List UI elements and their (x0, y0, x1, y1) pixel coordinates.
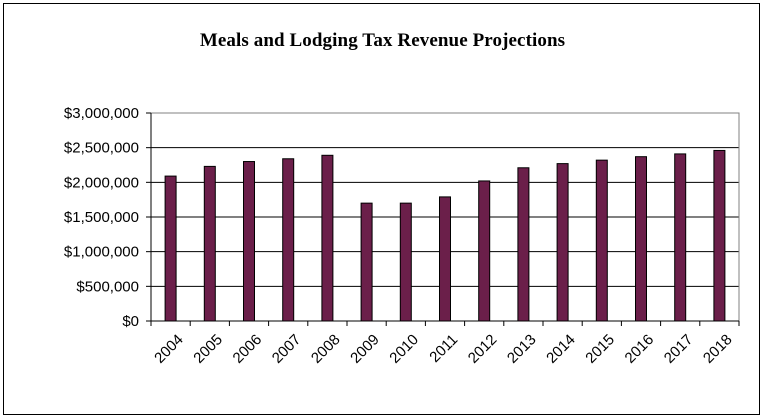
y-tick-label: $1,000,000 (64, 244, 139, 261)
y-tick-label: $1,500,000 (64, 209, 139, 226)
bar-2013 (518, 168, 529, 321)
x-tick-label: 2006 (230, 331, 266, 367)
bar-2007 (283, 159, 294, 321)
bar-2005 (204, 166, 215, 321)
y-tick-label: $2,500,000 (64, 140, 139, 157)
x-tick-label: 2017 (661, 331, 697, 367)
x-tick-label: 2010 (386, 331, 422, 367)
x-tick-label: 2015 (582, 331, 618, 367)
y-tick-label: $0 (122, 313, 139, 330)
bar-2010 (400, 203, 411, 321)
x-tick-label: 2012 (465, 331, 501, 367)
bar-2014 (557, 164, 568, 321)
x-tick-label: 2004 (151, 331, 187, 367)
x-tick-label: 2007 (269, 331, 305, 367)
bar-2006 (244, 162, 255, 321)
bar-2016 (636, 157, 647, 321)
x-tick-label: 2011 (426, 331, 461, 366)
x-tick-label: 2013 (504, 331, 540, 367)
bar-2011 (440, 197, 451, 321)
bar-2008 (322, 155, 333, 321)
bars (165, 150, 725, 321)
bar-chart: $0 $500,000 $1,000,000 $1,500,000 $2,000,000… (0, 0, 765, 420)
bar-2004 (165, 176, 176, 321)
y-tick-labels: $0 $500,000 $1,000,000 $1,500,000 $2,000,000… (64, 105, 139, 330)
bar-2009 (361, 203, 372, 321)
x-tick-label: 2016 (622, 331, 658, 367)
x-tick-label: 2008 (308, 331, 344, 367)
bar-2012 (479, 181, 490, 321)
bar-2018 (714, 150, 725, 321)
x-tick-label: 2014 (543, 331, 579, 367)
x-tick-labels: 2004 2005 2006 2007 2008 2009 2010 2011 2012 2013… (151, 331, 735, 367)
x-tick-label: 2005 (190, 331, 226, 367)
y-tick-label: $500,000 (76, 278, 139, 295)
x-tick-label: 2018 (700, 331, 736, 367)
bar-2017 (675, 154, 686, 321)
y-tick-label: $3,000,000 (64, 105, 139, 122)
bar-2015 (596, 160, 607, 321)
x-tick-label: 2009 (347, 331, 383, 367)
y-tick-label: $2,000,000 (64, 174, 139, 191)
